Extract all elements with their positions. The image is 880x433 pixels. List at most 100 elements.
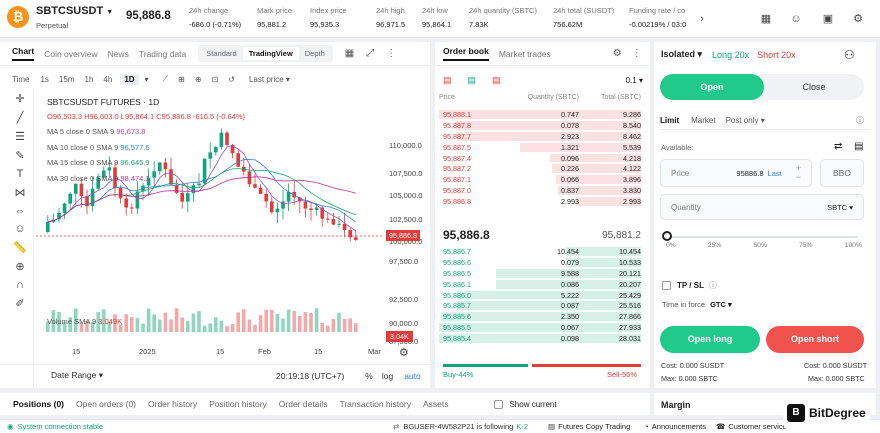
trendline-icon[interactable]: ╱ xyxy=(16,112,24,124)
interval-4h[interactable]: 4h xyxy=(103,74,113,84)
date-range-select[interactable]: Date Range ▾ xyxy=(51,370,104,380)
bid-row[interactable]: 95,886.0 5.222 25.429 xyxy=(439,290,641,301)
show-current-checkbox[interactable] xyxy=(494,399,504,409)
log-toggle[interactable]: log xyxy=(381,370,394,381)
tab-trading-data[interactable]: Trading data xyxy=(138,48,187,59)
camera-icon[interactable]: ⊡ xyxy=(211,74,219,84)
ask-row[interactable]: 95,887.4 0.096 4.218 xyxy=(439,153,641,164)
order-type-post-only[interactable]: Post only ▾ xyxy=(725,116,765,125)
info-icon[interactable]: ⓘ xyxy=(856,116,864,125)
tab-market-trades[interactable]: Market trades xyxy=(498,48,551,59)
price-input[interactable]: Price 95886.8 Last + − xyxy=(660,159,812,187)
bid-row[interactable]: 95,886.5 9.588 20.121 xyxy=(439,268,641,279)
tab-order-book[interactable]: Order book xyxy=(443,46,489,61)
bid-row[interactable]: 95,886.7 10.454 10.454 xyxy=(439,246,641,257)
interval-1d[interactable]: 1D xyxy=(120,73,139,85)
view-standard[interactable]: Standard xyxy=(206,49,237,58)
bbo-button[interactable]: BBO xyxy=(820,159,864,187)
replay-icon[interactable]: ↺ xyxy=(228,74,235,84)
brush-icon[interactable]: ✎ xyxy=(15,150,25,162)
following-target[interactable]: K-2 xyxy=(516,422,529,431)
view-asks-icon[interactable]: ▤ xyxy=(492,74,501,85)
tab-news[interactable]: News xyxy=(107,48,129,59)
close-tab[interactable]: Close xyxy=(802,82,826,92)
tab-order-history[interactable]: Order history xyxy=(148,399,198,409)
bid-row[interactable]: 95,886.6 0.079 10.533 xyxy=(439,257,641,268)
tpsl-checkbox[interactable] xyxy=(662,281,671,290)
tutorial-icon[interactable]: ▣ xyxy=(822,13,834,25)
order-type-limit[interactable]: Limit xyxy=(660,116,680,125)
ledger-icon[interactable]: ▤ xyxy=(854,141,864,152)
quantity-slider[interactable] xyxy=(666,236,858,238)
view-both-icon[interactable]: ▤ xyxy=(443,74,452,85)
zoom-in-icon[interactable]: ⊕ xyxy=(15,261,25,273)
slider-handle[interactable] xyxy=(662,231,672,241)
orderbook-settings-icon[interactable]: ⚙ xyxy=(612,48,622,59)
auto-toggle[interactable]: auto xyxy=(404,370,421,381)
tab-positions[interactable]: Positions (0) xyxy=(13,399,65,409)
tab-coin-overview[interactable]: Coin overview xyxy=(44,48,98,59)
interval-15m[interactable]: 15m xyxy=(58,74,75,84)
ask-row[interactable]: 95,887.1 0.066 3.896 xyxy=(439,174,641,185)
customer-service-link[interactable]: Customer service xyxy=(728,422,787,431)
candlestick-chart[interactable]: 110,000.0 107,500.0 105,000.0 102,500.0 100,… xyxy=(36,92,430,362)
crosshair-icon[interactable]: ✛ xyxy=(15,93,25,105)
order-type-market[interactable]: Market xyxy=(691,116,716,125)
ask-row[interactable]: 95,887.8 0.078 8.540 xyxy=(439,120,641,131)
tab-position-history[interactable]: Position history xyxy=(209,399,267,409)
more-icon[interactable]: ⋮ xyxy=(386,48,397,59)
tab-chart[interactable]: Chart xyxy=(12,46,35,61)
futures-copy-link[interactable]: Futures Copy Trading xyxy=(558,422,631,431)
interval-1s[interactable]: 1s xyxy=(40,74,49,84)
symbol-selector[interactable]: SBTCSUSDT ▼ xyxy=(36,5,113,17)
indicator-icon[interactable]: ⟋ xyxy=(162,74,169,83)
bid-row[interactable]: 95,886.1 0.086 20.207 xyxy=(439,279,641,290)
price-stepper-icon[interactable]: + − xyxy=(795,163,801,182)
interval-1h[interactable]: 1h xyxy=(84,74,94,84)
open-tab[interactable]: Open xyxy=(660,74,764,100)
expand-icon[interactable]: ⤢ xyxy=(366,48,375,59)
tpsl-toggle[interactable]: TP / SL ⓘ xyxy=(662,280,717,291)
price-type-select[interactable]: Last price ▾ xyxy=(248,74,290,84)
quantity-input[interactable]: Quantity SBTC ▾ xyxy=(660,194,864,220)
ruler-icon[interactable]: 📏 xyxy=(13,242,27,254)
price-input-last[interactable]: Last xyxy=(767,168,782,178)
chevron-right-icon[interactable]: › xyxy=(700,13,704,25)
bid-row[interactable]: 95,885.6 2.350 27.866 xyxy=(439,311,641,322)
margin-mode-select[interactable]: Isolated ▾ xyxy=(661,49,703,59)
chart-settings-icon[interactable]: ⚙ xyxy=(399,347,409,359)
tab-open-orders[interactable]: Open orders (0) xyxy=(76,399,137,409)
long-leverage[interactable]: Long 20x xyxy=(712,49,750,60)
tab-assets[interactable]: Assets xyxy=(422,399,449,409)
transfer-icon[interactable]: ⇄ xyxy=(834,141,843,152)
settings-gear-icon[interactable]: ⚙ xyxy=(853,13,863,25)
open-long-button[interactable]: Open long xyxy=(660,326,760,353)
ask-row[interactable]: 95,887.2 0.226 4.122 xyxy=(439,163,641,174)
magnet-icon[interactable]: ∩ xyxy=(16,279,24,291)
alert-icon[interactable]: ⊕ xyxy=(194,74,202,84)
tpsl-info-icon[interactable]: ⓘ xyxy=(708,281,717,290)
view-bids-icon[interactable]: ▤ xyxy=(467,74,477,85)
view-tradingview[interactable]: TradingView xyxy=(242,47,299,60)
compare-icon[interactable]: ⊞ xyxy=(178,74,185,84)
layout-icon[interactable]: ▦ xyxy=(344,48,355,59)
text-icon[interactable]: T xyxy=(16,168,24,180)
pattern-icon[interactable]: ⋈ xyxy=(14,187,26,199)
tab-transaction-history[interactable]: Transaction history xyxy=(339,399,411,409)
open-short-button[interactable]: Open short xyxy=(766,326,864,353)
quantity-unit-select[interactable]: SBTC ▾ xyxy=(827,202,853,212)
emoji-icon[interactable]: ☺ xyxy=(14,223,26,235)
ask-row[interactable]: 95,887.0 0.837 3.830 xyxy=(439,185,641,196)
calculator-icon[interactable]: ▦ xyxy=(760,13,772,25)
percent-toggle[interactable]: % xyxy=(365,370,373,381)
pencil-lock-icon[interactable]: ✐ xyxy=(15,298,25,310)
ask-row[interactable]: 95,886.8 2.993 2.993 xyxy=(439,196,641,207)
bid-row[interactable]: 95,885.4 0.098 28.031 xyxy=(439,333,641,344)
horizontal-lines-icon[interactable]: ☰ xyxy=(15,131,25,143)
orderbook-more-icon[interactable]: ⋮ xyxy=(631,48,642,59)
ask-row[interactable]: 95,888.1 0.747 9.286 xyxy=(439,109,641,120)
short-leverage[interactable]: Short 20x xyxy=(757,49,796,60)
ask-row[interactable]: 95,887.5 1.321 5.539 xyxy=(439,142,641,153)
bid-row[interactable]: 95,885.7 0.087 25.516 xyxy=(439,300,641,311)
time-in-force-select[interactable]: GTC ▾ xyxy=(710,300,732,309)
